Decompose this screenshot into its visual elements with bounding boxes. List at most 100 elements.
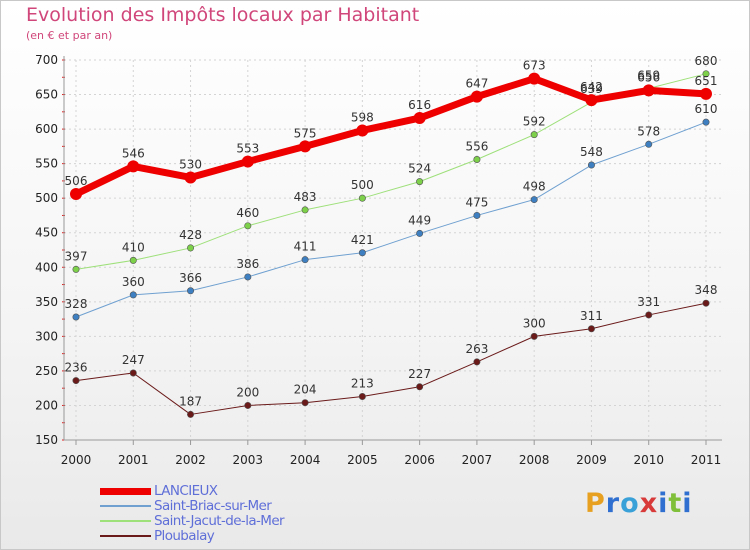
data-point-ploubalay — [587, 325, 595, 333]
chart-title: Evolution des Impôts locaux par Habitant — [26, 4, 420, 26]
data-label-lancieux: 546 — [122, 146, 145, 160]
data-point-saint-briac-sur-mer — [72, 313, 80, 321]
series-line-ploubalay — [75, 302, 707, 415]
data-label-saint-briac-sur-mer: 475 — [465, 195, 488, 209]
x-tick-label: 2006 — [404, 453, 435, 467]
y-tick-label: 150 — [35, 433, 58, 447]
chart-subtitle: (en € et par an) — [26, 29, 113, 42]
legend-swatch-saint-jacut — [100, 520, 151, 522]
data-label-saint-jacut-de-la-mer: 524 — [408, 162, 431, 176]
data-point-saint-briac-sur-mer — [645, 140, 653, 148]
data-point-lancieux — [700, 87, 712, 100]
data-point-saint-briac-sur-mer — [416, 229, 424, 237]
data-point-saint-briac-sur-mer — [244, 273, 252, 281]
legend-swatch-saint-briac — [100, 505, 151, 507]
y-tick-label: 550 — [35, 157, 58, 171]
axes: 150 200 250 300 350 400 450 500 550 600 650 700 2000… — [35, 53, 722, 467]
data-label-ploubalay: 213 — [351, 376, 374, 390]
data-label-ploubalay: 187 — [179, 394, 202, 408]
data-point-saint-briac-sur-mer — [187, 287, 195, 295]
data-label-ploubalay: 348 — [695, 283, 718, 297]
data-label-lancieux: 673 — [523, 59, 546, 73]
data-label-lancieux: 642 — [580, 80, 603, 94]
x-tick-label: 2004 — [290, 453, 321, 467]
data-point-saint-briac-sur-mer — [358, 249, 366, 257]
data-point-lancieux — [70, 188, 82, 201]
data-point-ploubalay — [473, 358, 481, 366]
data-point-saint-jacut-de-la-mer — [244, 222, 252, 230]
data-label-saint-briac-sur-mer: 578 — [637, 124, 660, 138]
x-tick-label: 2005 — [347, 453, 378, 467]
data-point-ploubalay — [129, 369, 137, 377]
x-tick-label: 2011 — [691, 453, 722, 467]
data-labels: 236 247 187 200 204 213 227 263 300 311 331 348 328 3… — [65, 54, 718, 409]
data-label-ploubalay: 331 — [637, 295, 660, 309]
data-label-lancieux: 575 — [294, 126, 317, 140]
data-label-saint-jacut-de-la-mer: 639 — [580, 82, 603, 96]
data-point-ploubalay — [301, 399, 309, 407]
legend-item-ploubalay: Ploubalay — [100, 529, 284, 544]
data-label-saint-jacut-de-la-mer: 397 — [65, 249, 88, 263]
data-point-saint-jacut-de-la-mer — [530, 131, 538, 139]
data-label-ploubalay: 236 — [65, 361, 88, 375]
data-label-saint-briac-sur-mer: 360 — [122, 275, 145, 289]
data-point-lancieux — [184, 171, 197, 184]
legend-label-saint-briac: Saint-Briac-sur-Mer — [154, 498, 272, 514]
y-tick-label: 500 — [35, 191, 58, 205]
data-label-lancieux: 506 — [65, 174, 88, 188]
logo-letter: r — [605, 488, 621, 519]
data-point-ploubalay — [530, 332, 538, 340]
data-point-saint-jacut-de-la-mer — [301, 206, 309, 214]
x-tick-label: 2010 — [633, 453, 664, 467]
y-tick-label: 450 — [35, 226, 58, 240]
data-point-lancieux — [127, 160, 140, 173]
data-point-lancieux — [241, 155, 254, 168]
data-point-saint-jacut-de-la-mer — [187, 244, 195, 252]
grid-lines — [64, 59, 722, 441]
data-label-saint-briac-sur-mer: 610 — [695, 102, 718, 116]
data-label-ploubalay: 263 — [465, 342, 488, 356]
x-tick-label: 2001 — [118, 453, 149, 467]
data-label-saint-jacut-de-la-mer: 410 — [122, 240, 145, 254]
data-point-ploubalay — [645, 311, 653, 319]
data-label-ploubalay: 311 — [580, 309, 603, 323]
logo-letter: i — [682, 488, 693, 519]
logo-letter: i — [658, 488, 669, 519]
data-point-lancieux — [642, 84, 655, 97]
y-tick-label: 200 — [35, 398, 58, 412]
data-label-lancieux: 553 — [236, 142, 259, 156]
legend-item-saint-briac: Saint-Briac-sur-Mer — [100, 499, 284, 514]
legend: LANCIEUX Saint-Briac-sur-Mer Saint-Jacut… — [100, 483, 285, 544]
x-tick-label: 2003 — [233, 453, 264, 467]
data-label-lancieux: 530 — [179, 157, 202, 171]
logo-letter: x — [639, 488, 659, 519]
data-label-saint-jacut-de-la-mer: 556 — [465, 139, 488, 153]
proxiti-logo: Proxiti — [585, 488, 693, 519]
data-point-saint-jacut-de-la-mer — [129, 256, 137, 264]
logo-letter: o — [620, 488, 640, 519]
data-point-saint-jacut-de-la-mer — [702, 70, 710, 78]
x-tick-label: 2007 — [462, 453, 493, 467]
data-label-ploubalay: 247 — [122, 353, 145, 367]
y-tick-label: 350 — [35, 295, 58, 309]
data-label-saint-jacut-de-la-mer: 500 — [351, 178, 374, 192]
data-label-lancieux: 598 — [351, 110, 374, 124]
y-tick-label: 250 — [35, 364, 58, 378]
legend-swatch-lancieux — [100, 487, 151, 495]
data-point-saint-jacut-de-la-mer — [72, 265, 80, 273]
data-label-saint-briac-sur-mer: 328 — [65, 297, 88, 311]
data-point-ploubalay — [187, 410, 195, 418]
data-label-saint-jacut-de-la-mer: 483 — [294, 190, 317, 204]
data-point-saint-briac-sur-mer — [587, 161, 595, 169]
y-tick-label: 300 — [35, 329, 58, 343]
series-line-saint-briac-sur-mer — [75, 121, 707, 318]
data-label-lancieux: 656 — [637, 70, 660, 84]
legend-label-lancieux: LANCIEUX — [154, 483, 218, 499]
data-point-saint-jacut-de-la-mer — [358, 194, 366, 202]
data-label-ploubalay: 200 — [236, 385, 259, 399]
data-point-ploubalay — [702, 299, 710, 307]
x-tick-label: 2002 — [175, 453, 206, 467]
data-label-lancieux: 616 — [408, 98, 431, 112]
data-point-lancieux — [528, 72, 541, 85]
data-label-saint-jacut-de-la-mer: 460 — [236, 206, 259, 220]
